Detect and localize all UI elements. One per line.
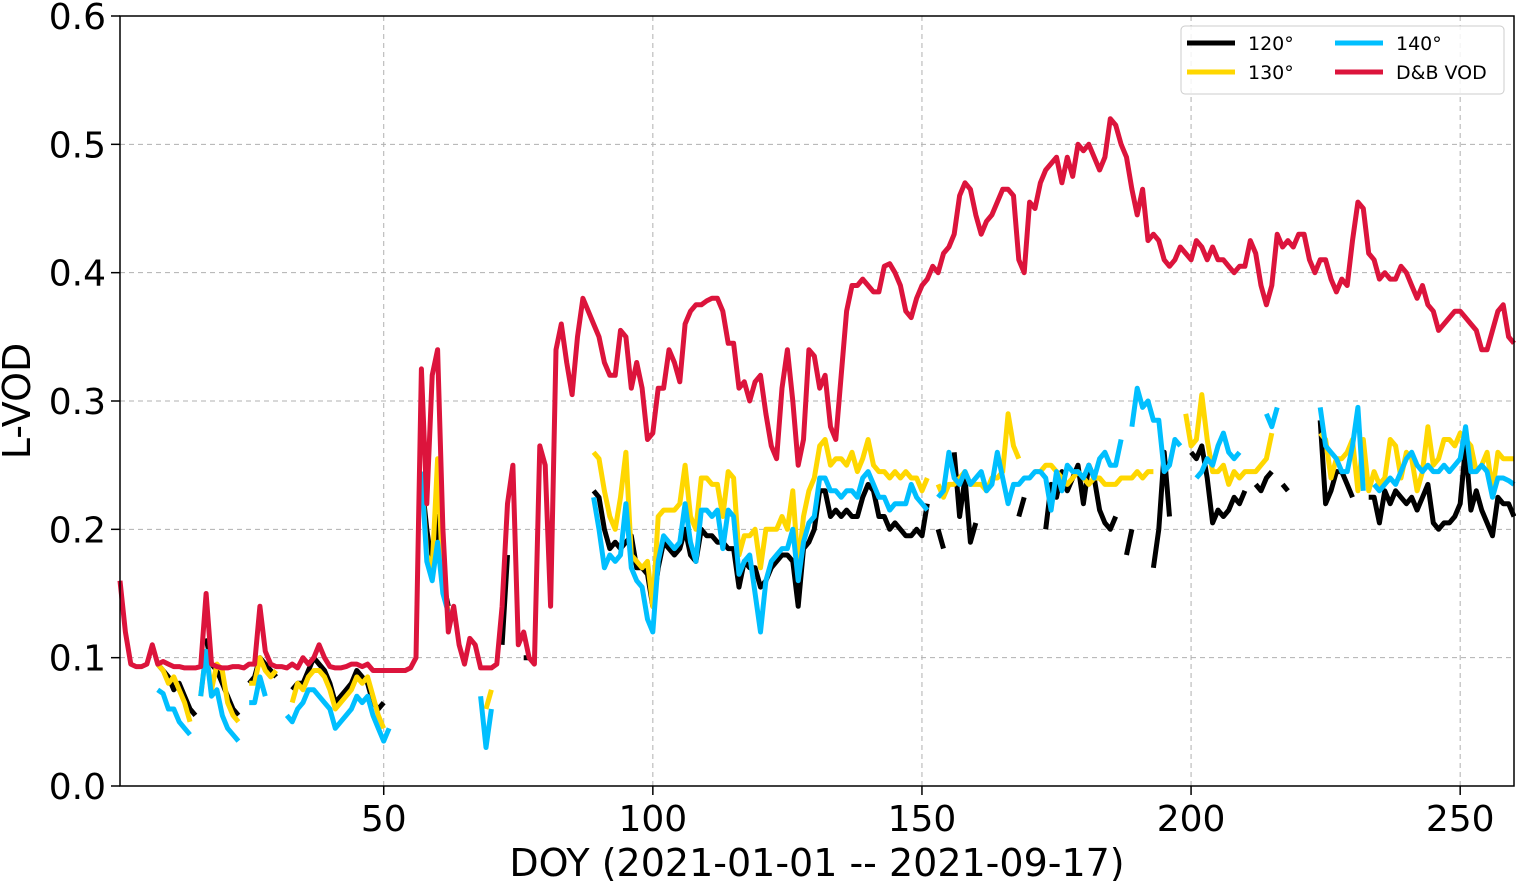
legend: 120° 130° 140° D&B VOD xyxy=(1180,25,1505,95)
legend-box xyxy=(1180,25,1505,95)
y-tick-label: 0.0 xyxy=(49,767,106,808)
series-line-d-b-vod xyxy=(117,116,1516,673)
legend-label-140: 140° xyxy=(1396,33,1442,55)
series-line-140 xyxy=(156,385,1516,750)
x-tick-label: 100 xyxy=(618,799,687,840)
series-line-130 xyxy=(155,392,1514,730)
x-tick-label: 50 xyxy=(361,799,407,840)
y-tick-label: 0.6 xyxy=(49,0,106,38)
series-lines xyxy=(117,116,1516,750)
x-axis-label: DOY (2021-01-01 -- 2021-09-17) xyxy=(509,841,1124,881)
legend-label-120: 120° xyxy=(1248,33,1294,55)
x-tick-label: 200 xyxy=(1157,799,1226,840)
grid-lines xyxy=(120,15,1514,787)
x-tick-label: 150 xyxy=(888,799,957,840)
legend-label-130: 130° xyxy=(1248,62,1294,84)
y-axis-label: L-VOD xyxy=(0,343,39,460)
x-tick-label: 250 xyxy=(1426,799,1495,840)
y-tick-label: 0.3 xyxy=(49,382,106,423)
y-tick-label: 0.1 xyxy=(49,639,106,680)
y-tick-label: 0.2 xyxy=(49,510,106,551)
legend-label-db-vod: D&B VOD xyxy=(1396,62,1487,84)
y-tick-label: 0.5 xyxy=(49,125,106,166)
series-line-120 xyxy=(155,420,1516,718)
axis-ticks: 50 100 150 200 250 0.0 0.1 0.2 0.3 0.4 0.5 0.6 xyxy=(49,0,1495,840)
y-tick-label: 0.4 xyxy=(49,254,106,295)
